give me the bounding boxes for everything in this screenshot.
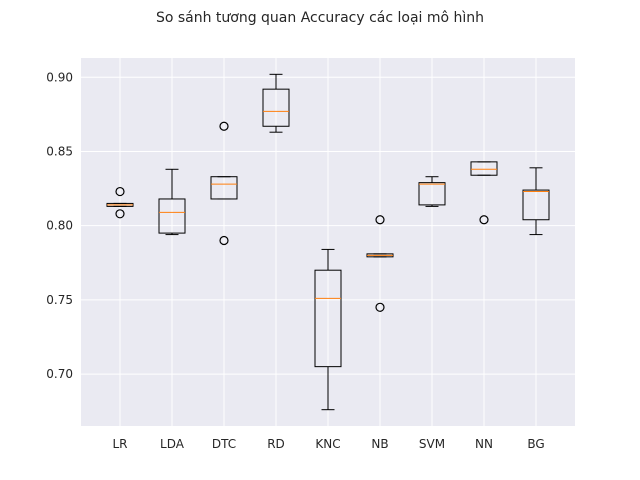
outlier-point — [115, 209, 125, 219]
box-plots — [106, 73, 550, 411]
box-group — [106, 186, 134, 219]
y-tick-label: 0.70 — [46, 367, 73, 381]
box-iqr — [158, 198, 186, 234]
box-group — [314, 248, 342, 411]
box-group — [470, 161, 498, 225]
outlier-point — [375, 215, 385, 225]
x-tick-label: LDA — [160, 437, 185, 451]
outlier-point — [219, 235, 229, 246]
x-tick-label: KNC — [315, 437, 340, 451]
x-tick-label: NN — [475, 437, 493, 451]
box-group — [366, 215, 394, 312]
grid-lines — [81, 58, 575, 426]
x-tick-label: BG — [527, 437, 544, 451]
x-tick-label: SVM — [419, 437, 445, 451]
y-tick-label: 0.75 — [46, 293, 73, 307]
box-iqr — [314, 269, 342, 368]
box-iqr — [470, 161, 498, 176]
box-group — [262, 73, 290, 133]
box-group — [210, 121, 238, 246]
chart-title: So sánh tương quan Accuracy các loại mô … — [156, 10, 484, 26]
outlier-point — [115, 186, 125, 197]
box-iqr — [418, 182, 446, 206]
x-tick-label: NB — [371, 437, 388, 451]
x-tick-label: LR — [112, 437, 127, 451]
outlier-point — [375, 302, 385, 312]
x-axis-ticks: LR LDA DTC RD KNC NB SVM NN BG — [112, 437, 544, 451]
box-group — [418, 176, 446, 207]
box-iqr — [210, 176, 238, 200]
box-iqr — [522, 189, 550, 221]
y-tick-label: 0.90 — [46, 70, 73, 84]
y-axis-ticks: 0.70 0.75 0.80 0.85 0.90 — [46, 70, 73, 381]
x-tick-label: RD — [267, 437, 285, 451]
box-group — [158, 168, 186, 236]
outlier-point — [219, 121, 229, 131]
y-tick-label: 0.85 — [46, 144, 73, 158]
y-tick-label: 0.80 — [46, 219, 73, 233]
box-group — [522, 167, 550, 236]
outlier-point — [479, 215, 489, 225]
box-iqr — [262, 88, 290, 127]
x-tick-label: DTC — [212, 437, 236, 451]
